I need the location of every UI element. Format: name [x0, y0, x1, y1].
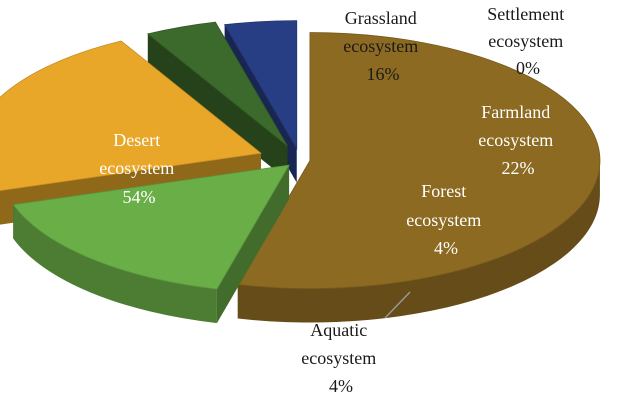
slice-grassland-side [13, 204, 217, 324]
slice-aquatic-top [223, 20, 298, 151]
aquatic-leader-line [384, 291, 411, 319]
pie-slices [0, 20, 601, 324]
label-settlement-value: 0% [516, 58, 540, 78]
slice-forest-top [146, 21, 288, 147]
label-desert: Desert ecosystem 54% [99, 130, 178, 207]
label-grassland-name-2: ecosystem [343, 36, 418, 56]
label-grassland-value: 16% [367, 64, 400, 84]
label-aquatic: Aquatic ecosystem 4% [301, 320, 380, 396]
slice-grassland-top [12, 164, 290, 290]
label-desert-value: 54% [123, 187, 156, 207]
label-forest-value: 4% [434, 238, 458, 258]
slice-farmland-top [0, 40, 262, 192]
label-settlement: Settlement ecosystem 0% [487, 4, 568, 78]
label-settlement-name-2: ecosystem [488, 31, 563, 51]
label-desert-name-1: Desert [113, 130, 160, 150]
slice-forest-cut-face-0 [147, 33, 288, 181]
slice-desert-side [237, 160, 600, 323]
label-grassland-name-1: Grassland [345, 8, 417, 28]
label-aquatic-name-2: ecosystem [301, 348, 376, 368]
slice-desert-top [237, 32, 601, 289]
slice-forest [146, 21, 288, 181]
label-settlement-name-1: Settlement [487, 4, 564, 24]
label-farmland-value: 22% [502, 158, 535, 178]
label-forest: Forest ecosystem 4% [406, 181, 485, 258]
slice-grassland [12, 164, 290, 324]
slice-desert [237, 32, 601, 323]
label-farmland: Farmland ecosystem 22% [478, 102, 557, 178]
label-forest-name-1: Forest [421, 181, 466, 201]
label-farmland-name-1: Farmland [481, 102, 550, 122]
label-aquatic-value: 4% [329, 376, 353, 396]
label-farmland-name-2: ecosystem [478, 130, 553, 150]
label-forest-name-2: ecosystem [406, 210, 481, 230]
label-grassland: Grassland ecosystem 16% [343, 8, 422, 84]
label-aquatic-name-1: Aquatic [310, 320, 367, 340]
slice-grassland-cut-face-0 [216, 165, 290, 324]
label-desert-name-2: ecosystem [99, 158, 174, 178]
